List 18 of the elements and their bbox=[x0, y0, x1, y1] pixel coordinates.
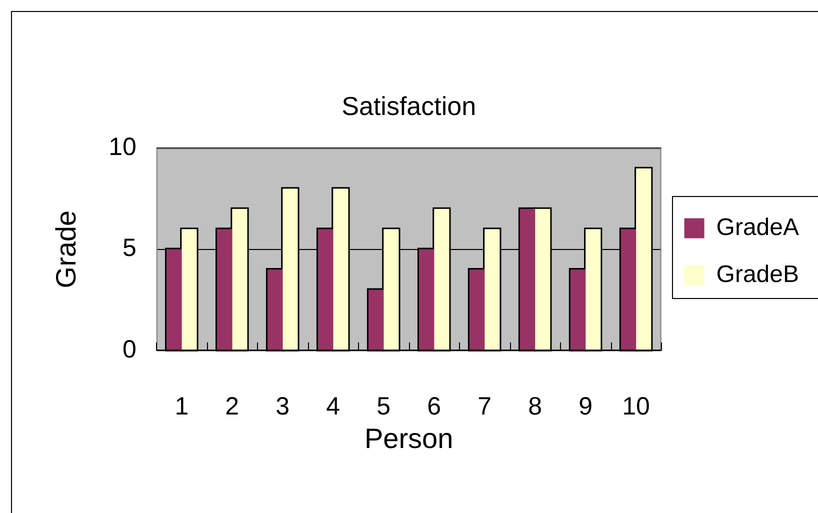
x-axis-title: Person bbox=[364, 422, 454, 454]
y-tick-label: 5 bbox=[122, 234, 136, 262]
y-axis-title: Grade bbox=[50, 210, 82, 288]
y-tick-label: 0 bbox=[122, 335, 136, 364]
x-tick-label: 9 bbox=[578, 392, 593, 420]
chart-title: Satisfaction bbox=[342, 90, 476, 121]
x-tick-label: 1 bbox=[174, 392, 189, 420]
x-tick-label: 7 bbox=[478, 392, 492, 420]
x-tick-label: 4 bbox=[326, 392, 340, 420]
y-tick-label: 10 bbox=[108, 133, 136, 162]
x-tick-label: 8 bbox=[528, 392, 542, 420]
x-tick-label: 10 bbox=[622, 392, 650, 420]
legend-label: GradeB bbox=[716, 260, 800, 288]
x-tick-label: 2 bbox=[225, 392, 240, 420]
x-tick-label: 6 bbox=[427, 392, 442, 420]
x-tick-label: 5 bbox=[376, 392, 391, 420]
x-tick-label: 3 bbox=[276, 392, 290, 420]
legend-label: GradeA bbox=[716, 214, 800, 241]
